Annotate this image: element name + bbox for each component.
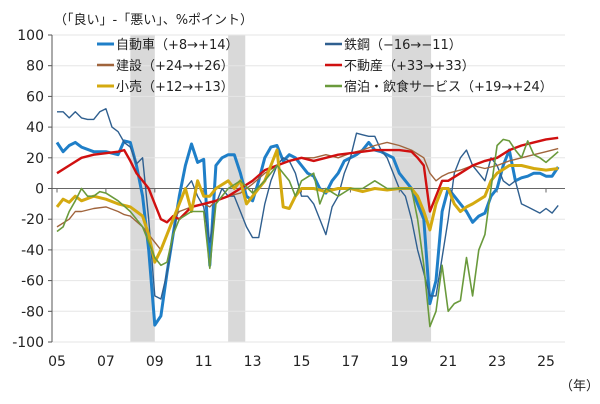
y-tick-label: 20 xyxy=(26,151,44,167)
x-tick-label: 13 xyxy=(244,354,262,370)
x-tick-label: 05 xyxy=(48,354,66,370)
legend-label: 自動車（+8→+14） xyxy=(116,38,239,53)
x-tick-label: 07 xyxy=(97,354,115,370)
y-tick-label: -60 xyxy=(21,274,44,290)
y-tick-label: -80 xyxy=(21,304,44,320)
x-tick-label: 21 xyxy=(439,354,457,370)
x-tick-label: 17 xyxy=(341,354,359,370)
y-tick-label: 60 xyxy=(26,89,44,105)
x-tick-label: 15 xyxy=(293,354,311,370)
y-tick-label: -40 xyxy=(21,243,44,259)
x-axis-label: （年） xyxy=(560,379,599,394)
x-tick-label: 23 xyxy=(488,354,506,370)
series-line-4 xyxy=(55,148,559,264)
y-axis-label: （「良い」-「悪い」、%ポイント） xyxy=(54,12,253,28)
y-tick-label: 80 xyxy=(26,59,44,75)
y-tick-label: 100 xyxy=(17,28,44,44)
legend-label: 建設（+24→+26） xyxy=(116,58,234,74)
series-line-5 xyxy=(56,138,559,328)
y-tick-label: 40 xyxy=(26,120,44,136)
series-line-1 xyxy=(57,107,559,300)
series-line-3 xyxy=(56,136,559,224)
x-tick-label: 09 xyxy=(146,354,164,370)
y-tick-label: -100 xyxy=(12,335,44,351)
series-line-0 xyxy=(55,139,560,327)
legend-label: 鉄鋼（−16→−11） xyxy=(344,38,462,53)
legend-label: 不動産（+33→+33） xyxy=(344,58,475,74)
y-tick-label: -20 xyxy=(21,212,44,228)
y-tick-label: 0 xyxy=(35,182,44,198)
x-tick-label: 19 xyxy=(390,354,408,370)
x-tick-label: 11 xyxy=(195,354,213,370)
x-tick-label: 25 xyxy=(537,354,555,370)
legend-label: 宿泊・飲食サービス（+19→+24） xyxy=(344,79,553,95)
legend-label: 小売（+12→+13） xyxy=(116,79,234,95)
